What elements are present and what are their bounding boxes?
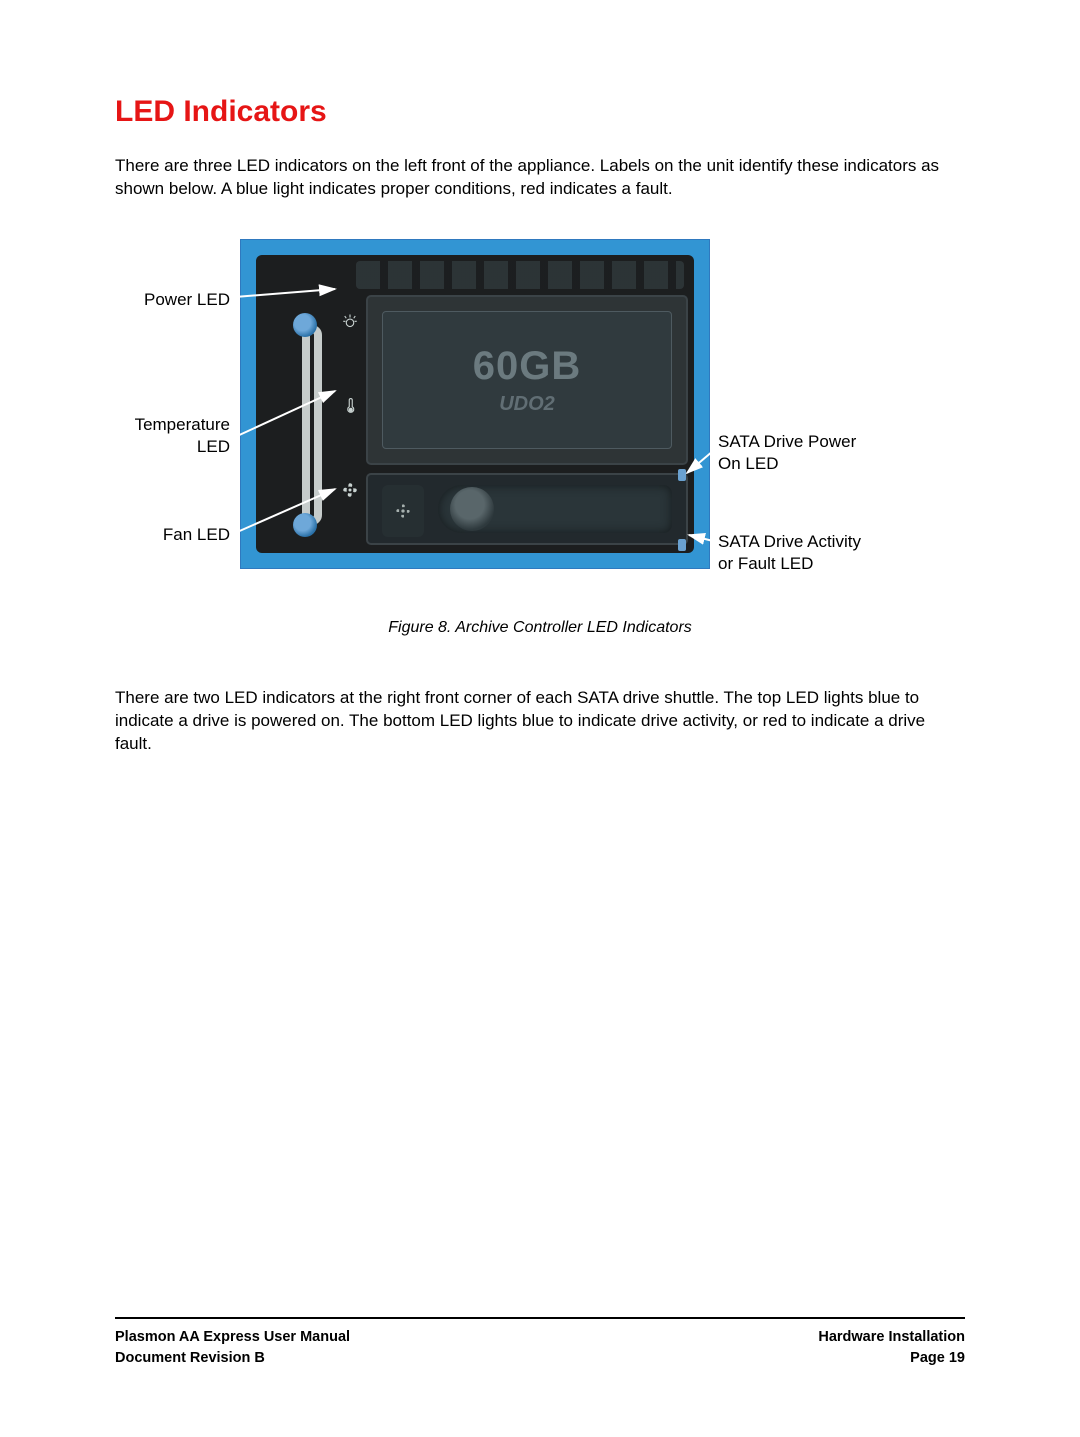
- label-sata-power-led: SATA Drive Power On LED: [718, 431, 878, 475]
- fan-icon: [341, 481, 359, 499]
- figure-container: Power LED Temperature LED Fan LED SATA D…: [115, 239, 965, 599]
- drive-model: UDO2: [499, 393, 555, 416]
- drive-tray: 60GB UDO2: [366, 295, 688, 465]
- footer-doc-revision: Document Revision B: [115, 1348, 350, 1369]
- label-sata-activity-led: SATA Drive Activity or Fault LED: [718, 531, 878, 575]
- device-photo: 60GB UDO2: [240, 239, 710, 569]
- page-footer: Plasmon AA Express User Manual Document …: [115, 1317, 965, 1369]
- sata-power-led-dot: [678, 469, 686, 481]
- device-bezel: 60GB UDO2: [256, 255, 694, 553]
- sata-drive-leds: [678, 461, 688, 551]
- intro-paragraph: There are three LED indicators on the le…: [115, 155, 965, 201]
- footer-page-number: Page 19: [818, 1348, 965, 1369]
- led-column: [336, 285, 366, 565]
- label-power-led: Power LED: [115, 289, 230, 311]
- section-heading: LED Indicators: [115, 95, 965, 129]
- drive-tray-inner: 60GB UDO2: [382, 311, 672, 449]
- label-fan-led: Fan LED: [115, 524, 230, 546]
- footer-manual-title: Plasmon AA Express User Manual: [115, 1327, 350, 1348]
- footer-section: Hardware Installation: [818, 1327, 965, 1348]
- power-icon: [341, 313, 359, 331]
- label-temperature-led: Temperature LED: [115, 414, 230, 458]
- drive-capacity: 60GB: [473, 344, 582, 389]
- figure-caption: Figure 8. Archive Controller LED Indicat…: [115, 619, 965, 637]
- carrier-button: [382, 485, 424, 537]
- carrier-latch: [438, 485, 672, 533]
- thermometer-icon: [341, 397, 359, 415]
- body-paragraph-2: There are two LED indicators at the righ…: [115, 687, 965, 756]
- drive-carrier: [366, 473, 688, 545]
- vent-strip: [356, 261, 684, 289]
- carry-handle: [302, 325, 322, 525]
- sata-activity-led-dot: [678, 539, 686, 551]
